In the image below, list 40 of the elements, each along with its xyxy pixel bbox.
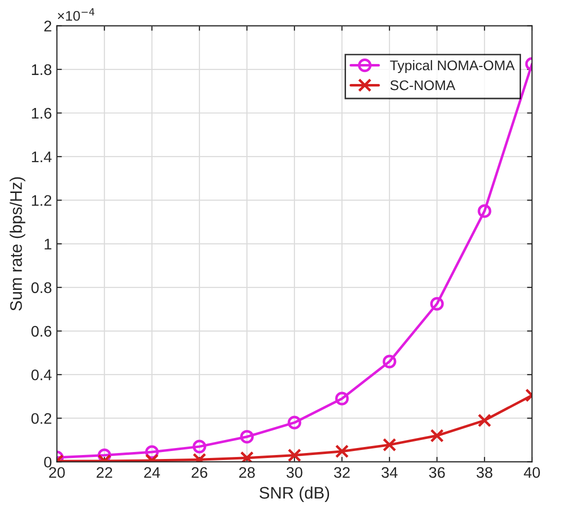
y-tick-label: 0.8 <box>31 282 52 294</box>
y-tick-label: 2 <box>44 20 52 32</box>
point <box>192 440 206 454</box>
point <box>382 354 396 368</box>
y-tick-label: 1.8 <box>32 64 52 76</box>
y-tick-label: 0 <box>44 456 52 468</box>
y-axis-title: Sum rate (bps/Hz) <box>10 177 26 311</box>
x-tick-label: 32 <box>334 467 350 478</box>
point <box>430 296 444 311</box>
x-tick-label: 36 <box>429 467 445 478</box>
x-tick-label: 26 <box>192 467 208 478</box>
x-tick-label: 28 <box>239 467 255 478</box>
point <box>382 438 396 452</box>
point <box>478 204 492 218</box>
x-tick-label: 20 <box>49 467 65 478</box>
text: ×10$^{−4}$ <box>58 8 94 21</box>
point <box>240 430 254 444</box>
x-tick-label: 22 <box>96 467 112 478</box>
x-axis-title: SNR (dB) <box>260 486 330 502</box>
y-tick-label: 1.4 <box>32 152 52 162</box>
y-tick-label: 1 <box>44 238 52 250</box>
legend-label: Typical NOMA-OMA <box>390 60 515 74</box>
point <box>288 448 302 462</box>
x-tick-label: 34 <box>382 467 398 478</box>
legend-label: SC-NOMA <box>390 80 456 90</box>
y-tick-label: 0.2 <box>31 413 52 424</box>
y-tick-label: 0.6 <box>31 326 52 337</box>
x-tick-label: 24 <box>144 467 160 478</box>
point <box>288 416 302 430</box>
point <box>430 428 444 442</box>
y-tick-label: 1.6 <box>32 108 52 119</box>
y-tick-label: 0.4 <box>31 369 52 380</box>
point <box>240 451 254 462</box>
x-tick-label: 38 <box>476 467 492 478</box>
point <box>335 392 349 406</box>
x-tick-label: 30 <box>286 467 302 478</box>
x-tick-label: 40 <box>524 467 540 478</box>
point <box>335 444 349 458</box>
point <box>478 414 492 428</box>
y-tick-label: 1.2 <box>32 195 52 206</box>
